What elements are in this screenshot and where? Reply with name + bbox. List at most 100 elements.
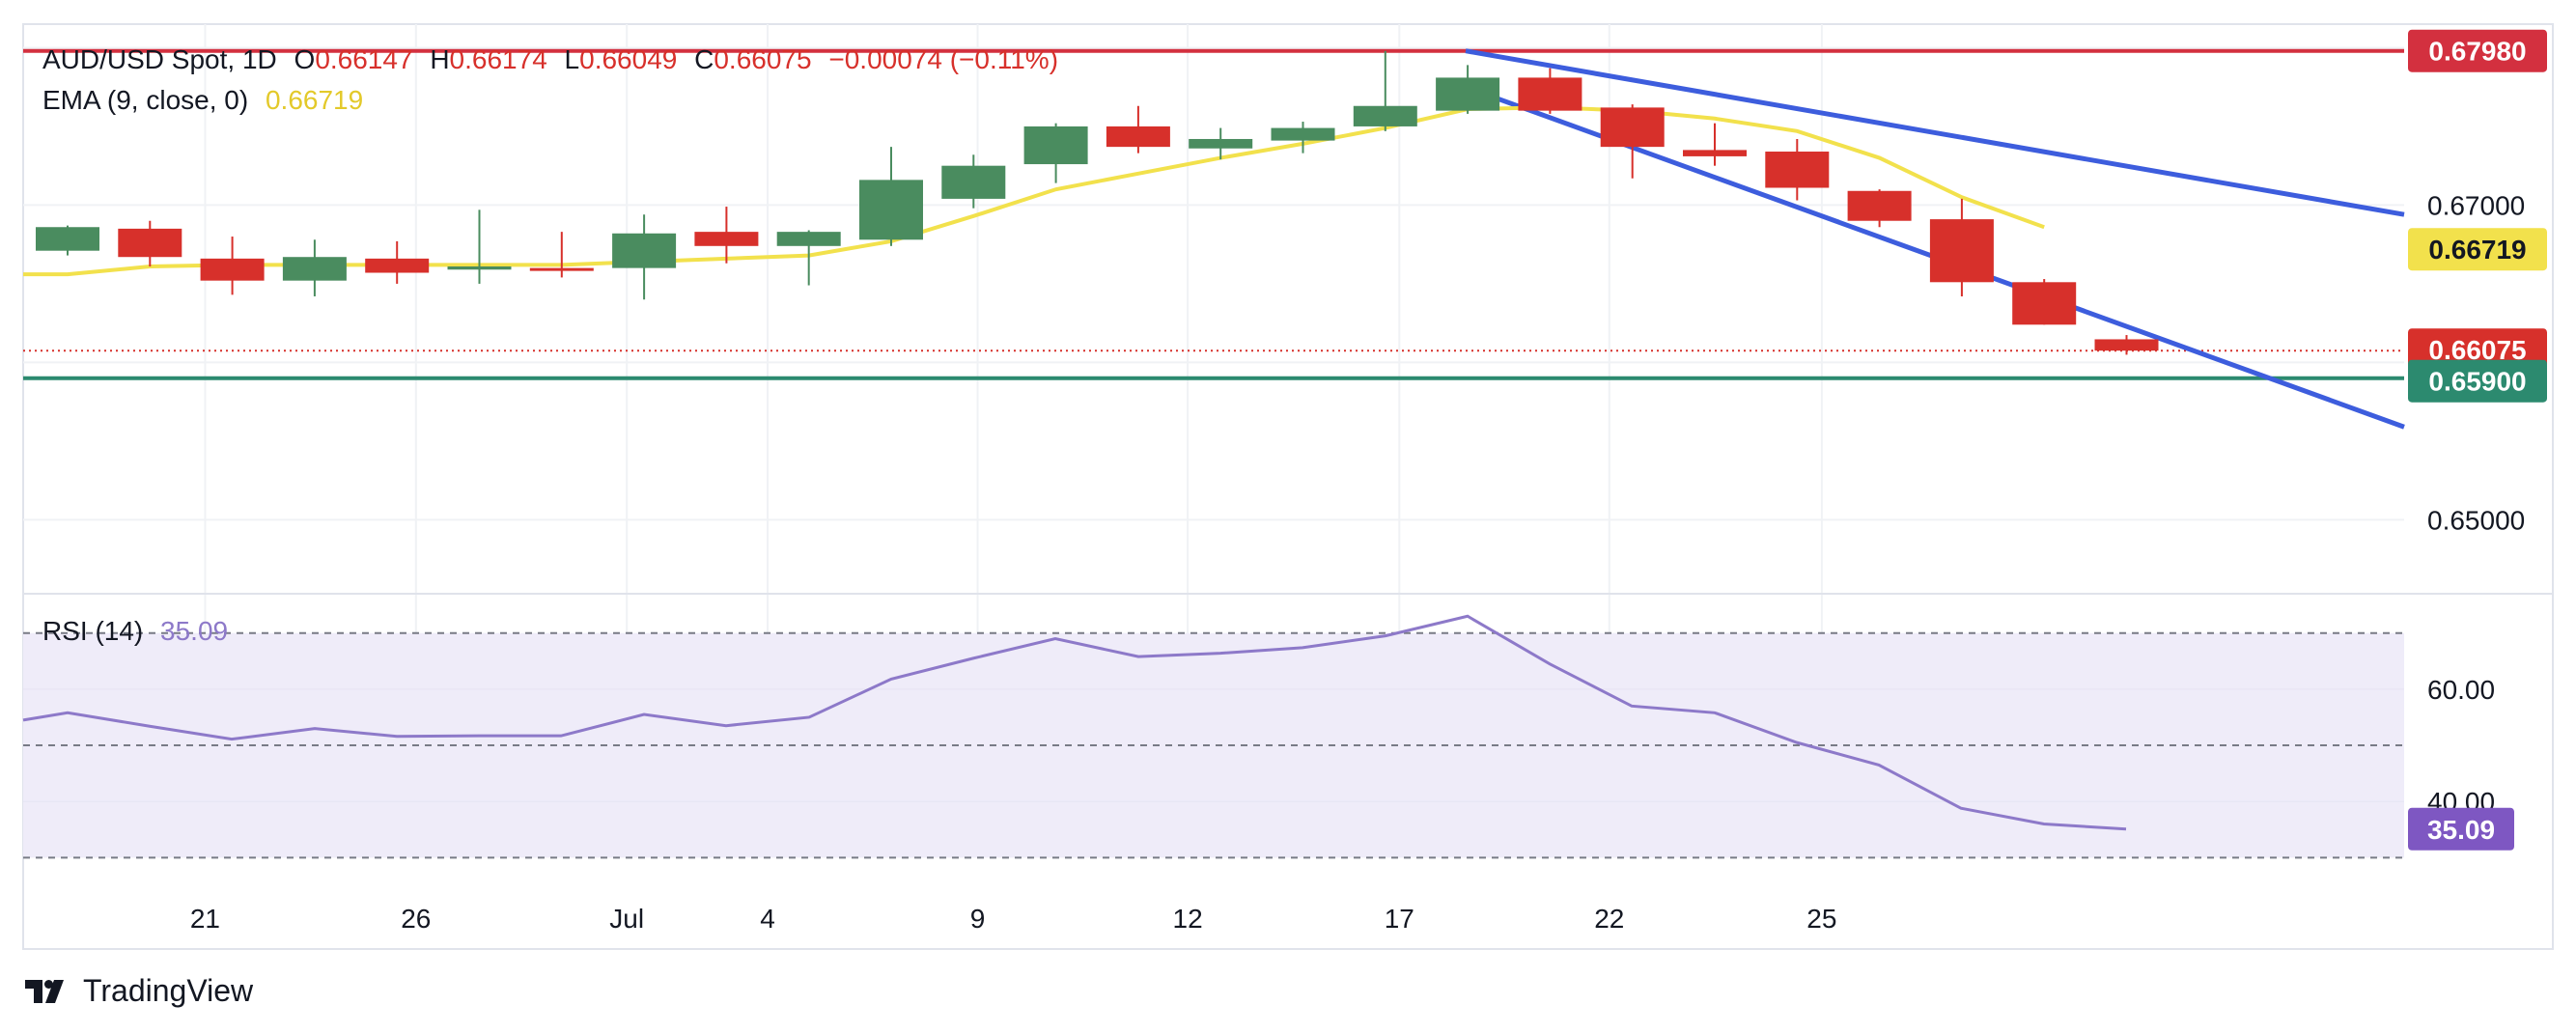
ohlc-close: C0.66075 [694,44,811,74]
candle-body [941,165,1006,199]
candle-down [1765,138,1830,201]
candle-body [36,227,99,251]
candle-body [529,267,594,271]
close-value: 0.66075 [714,44,812,74]
candle-body [1271,127,1335,141]
rsi-tick-label: 60.00 [2427,675,2495,705]
candle-body [118,228,182,258]
candle-down [200,237,265,295]
ema-legend: EMA (9, close, 0) 0.66719 [42,85,373,116]
candle-down [2012,279,2077,325]
candle-up [1271,122,1335,154]
candle-body [1765,152,1830,188]
time-tick-label: 26 [401,904,431,934]
tradingview-logo[interactable]: TradingView [25,973,253,1009]
time-tick-label: 9 [970,904,986,934]
candle-up [282,239,347,296]
price-tag-ema: 0.66719 [2408,228,2547,271]
candle-up [612,214,677,300]
change-value: −0.00074 (−0.11%) [828,44,1059,74]
candle-down [2094,335,2159,355]
candle-up [1189,127,1253,160]
ema-value: 0.66719 [265,85,364,115]
ema-label: EMA (9, close, 0) [42,85,249,115]
price-tag-text: 0.67980 [2428,37,2526,67]
price-tag-resistance: 0.67980 [2408,29,2547,72]
candle-body [1353,105,1417,126]
candle-body [1189,138,1253,149]
price-tag-background [2408,228,2547,271]
candle-body [1847,190,1912,221]
candle-up [941,154,1006,209]
price-tag-text: 0.66719 [2428,235,2526,265]
time-axis: 21 26 Jul 4 9 12 17 22 25 [190,904,1837,934]
chart-frame [22,23,2554,950]
rsi-pane [22,614,2404,859]
candle-body [1023,126,1088,165]
candle-down [1683,123,1747,166]
close-label: C [694,44,714,74]
rsi-line [22,614,2127,831]
candle-up [447,209,512,284]
ohlc-open: O0.66147 [294,44,413,74]
candle-up [1353,50,1417,131]
candle-up [1023,123,1088,183]
open-label: O [294,44,316,74]
candle-down [1847,189,1912,228]
candle-down [1106,105,1170,154]
candle-body [1929,219,1994,283]
channel-upper-line [1465,48,2405,217]
rsi-value-tag: 35.09 [2408,807,2514,851]
rsi-value-label: 35.09 [160,616,229,646]
time-tick-label: Jul [609,904,644,934]
candle-body [1600,107,1665,148]
candle-down [365,240,430,284]
candle-down [1929,198,1994,296]
price-tag-text: 0.65900 [2428,367,2526,397]
candle-up [1436,65,1500,114]
low-value: 0.66049 [579,44,678,74]
candle-body [2094,339,2159,351]
candle-body [200,258,265,281]
price-pane [23,48,2405,430]
candle-down [1600,104,1665,179]
tradingview-mark-icon [25,979,64,1003]
low-label: L [564,44,580,74]
ohlc-low: L0.66049 [565,44,678,74]
rsi-tag-background [2408,807,2514,851]
time-tick-label: 17 [1385,904,1414,934]
candle-body [612,233,677,268]
candle-body [365,258,430,273]
candle-body [447,265,512,270]
time-tick-label: 21 [190,904,220,934]
candle-body [2012,282,2077,325]
candle-up [859,147,923,246]
time-tick-label: 4 [760,904,775,934]
open-value: 0.66147 [315,44,413,74]
candle-body [694,232,759,246]
candle-up [776,230,841,286]
rsi-label: RSI (14) [42,616,144,646]
candle-body [776,232,841,246]
high-value: 0.66174 [449,44,547,74]
candle-down [529,232,594,278]
price-tick-label: 0.65000 [2427,505,2525,535]
price-tag-background [2408,359,2547,403]
rsi-legend: RSI (14) 35.09 [42,616,238,647]
candle-body [1683,150,1747,156]
price-tick-label: 0.67000 [2427,190,2525,220]
candle-down [694,207,759,264]
candle-body [1436,77,1500,111]
candle-body [1518,77,1582,111]
candle-body [282,257,347,281]
price-axis: 0.67000 0.65000 [2427,190,2525,535]
brand-name: TradingView [83,973,254,1008]
candle-body [1106,126,1170,148]
candle-down [1518,68,1582,114]
ohlc-high: H0.66174 [430,44,546,74]
high-label: H [430,44,450,74]
rsi-tag-text: 35.09 [2427,815,2495,845]
